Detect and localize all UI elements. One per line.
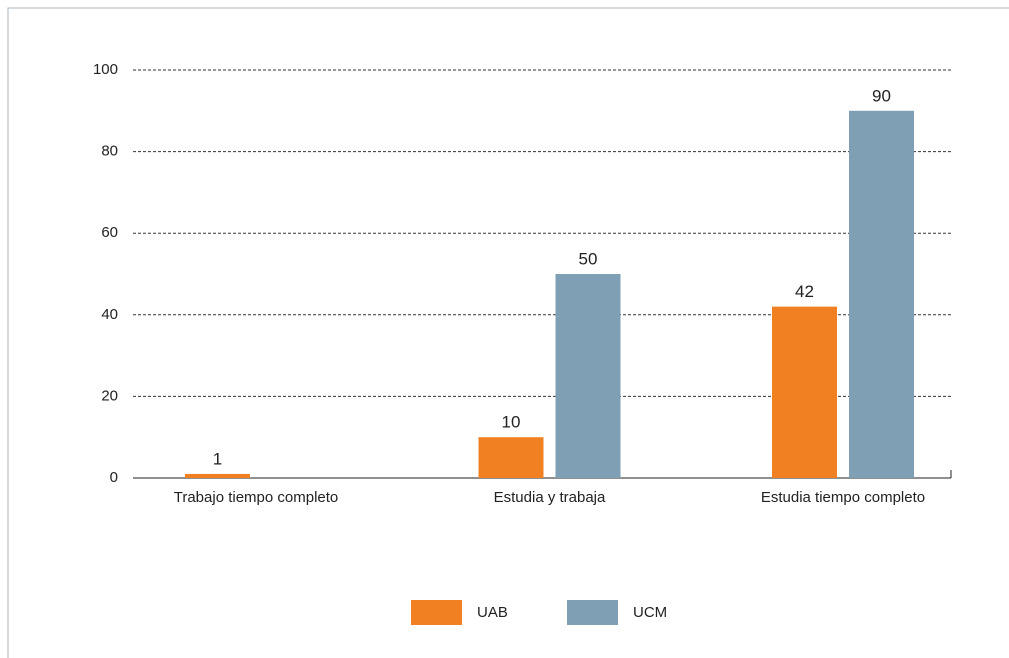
value-label: 10 — [502, 413, 521, 432]
y-tick-label: 80 — [101, 143, 118, 160]
legend-label: UAB — [477, 604, 508, 621]
legend-swatch — [567, 600, 618, 625]
legend-swatch — [411, 600, 462, 625]
bar — [772, 306, 837, 478]
legend-label: UCM — [633, 604, 667, 621]
y-tick-label: 20 — [101, 387, 118, 404]
value-label: 90 — [872, 86, 891, 105]
bar — [478, 437, 544, 478]
x-tick-label: Estudia y trabaja — [494, 489, 606, 506]
bar — [849, 110, 914, 479]
value-label: 1 — [213, 449, 222, 468]
y-tick-label: 40 — [101, 306, 118, 323]
value-label: 42 — [795, 282, 814, 301]
bar — [185, 473, 250, 478]
x-tick-label: Trabajo tiempo completo — [174, 489, 339, 506]
y-tick-label: 100 — [93, 61, 118, 78]
x-tick-label: Estudia tiempo completo — [761, 489, 925, 506]
y-tick-label: 60 — [101, 224, 118, 241]
y-tick-label: 0 — [110, 469, 118, 486]
frame — [7, 7, 1009, 658]
bar — [555, 274, 621, 478]
value-label: 50 — [579, 249, 598, 268]
